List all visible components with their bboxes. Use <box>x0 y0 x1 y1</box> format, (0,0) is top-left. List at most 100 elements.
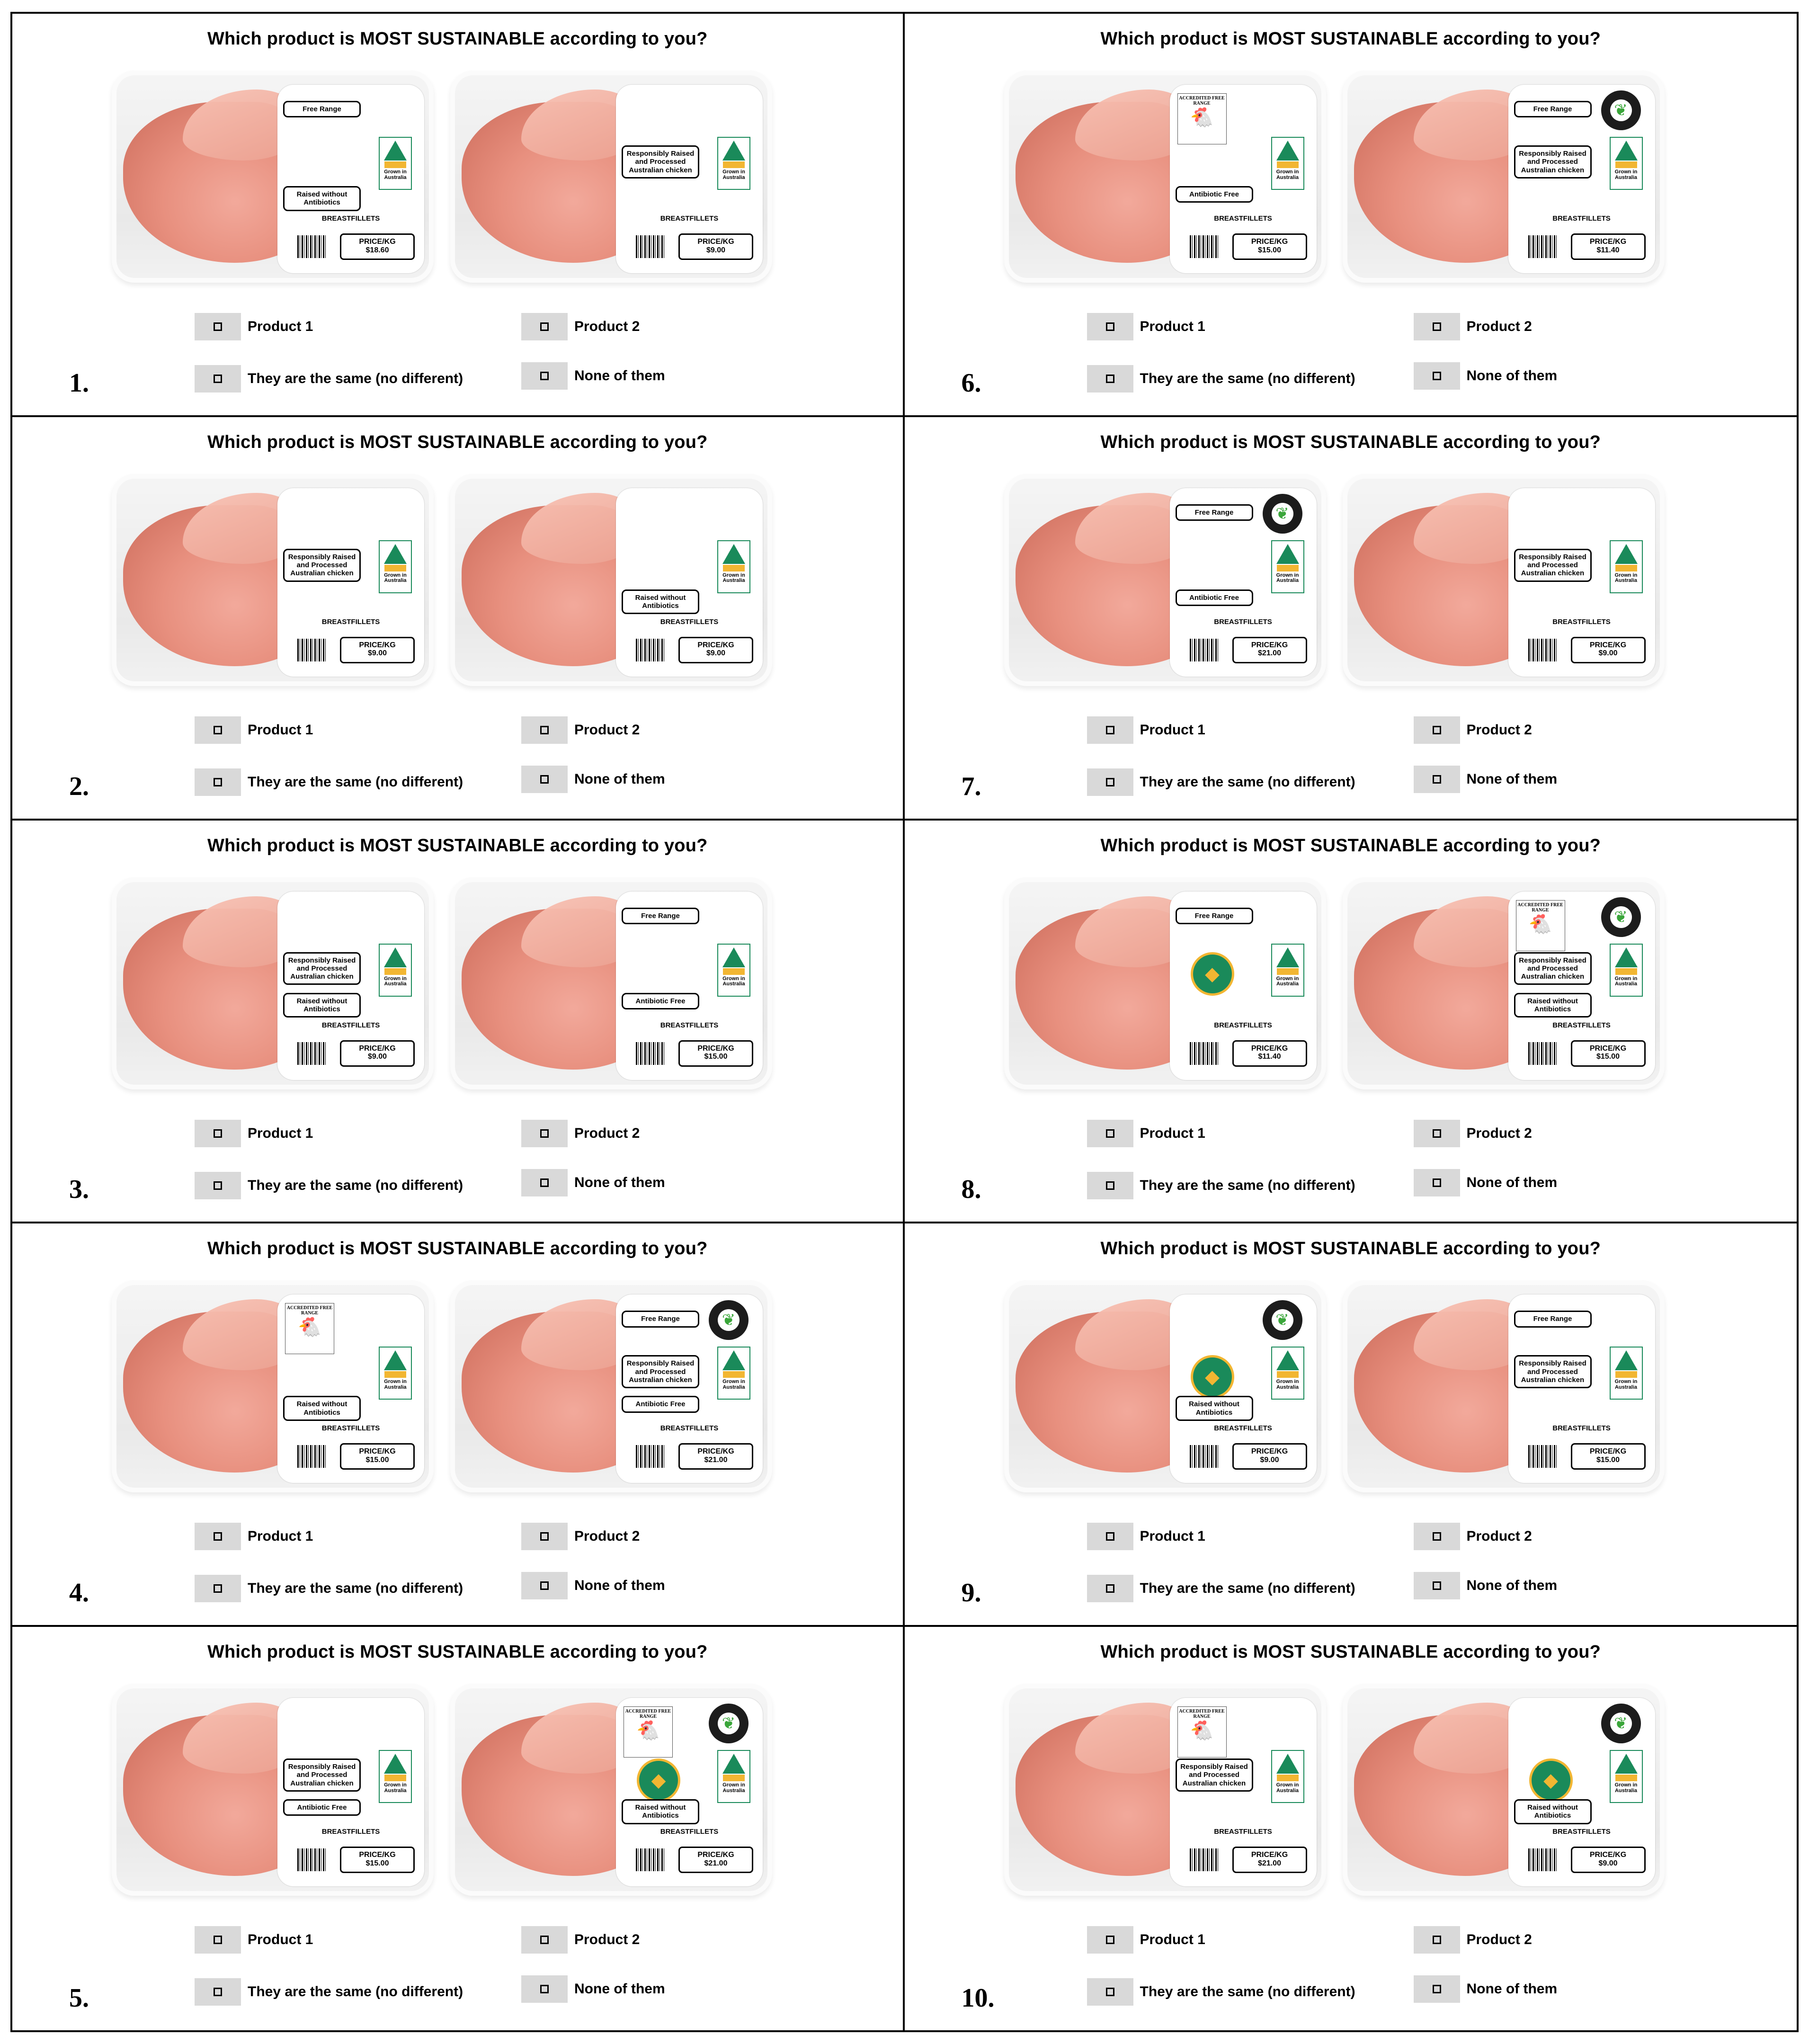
checkbox[interactable] <box>1413 1523 1460 1551</box>
option-none[interactable]: None of them <box>521 1169 665 1196</box>
barcode <box>1528 235 1557 258</box>
option-none[interactable]: None of them <box>1413 1975 1558 2003</box>
option-product-1[interactable]: Product 1 <box>1087 1523 1205 1551</box>
accredited-free-range-logo: ACCREDITED FREE RANGE 🐔 <box>285 1303 334 1355</box>
checkbox[interactable] <box>1413 313 1460 340</box>
option-same[interactable]: They are the same (no different) <box>1087 768 1355 796</box>
option-product-2[interactable]: Product 2 <box>1413 313 1532 340</box>
option-none[interactable]: None of them <box>521 765 665 793</box>
option-product-2[interactable]: Product 2 <box>521 1926 640 1954</box>
checkbox[interactable] <box>195 1523 241 1551</box>
checkbox[interactable] <box>1087 313 1133 340</box>
kangaroo-triangle-icon <box>722 947 745 967</box>
gold-bar <box>1276 968 1299 975</box>
checkbox[interactable] <box>195 365 241 393</box>
option-product-1[interactable]: Product 1 <box>195 1523 313 1551</box>
kangaroo-triangle-icon <box>384 141 407 161</box>
option-product-2[interactable]: Product 2 <box>521 716 640 744</box>
checkbox[interactable] <box>1087 716 1133 744</box>
checkbox[interactable] <box>1087 1523 1133 1551</box>
checkbox[interactable] <box>1413 1975 1460 2003</box>
option-same[interactable]: They are the same (no different) <box>1087 1171 1355 1199</box>
option-same[interactable]: They are the same (no different) <box>1087 365 1355 393</box>
checkbox[interactable] <box>521 1169 568 1196</box>
grown-in-text: Grown in Australia <box>1276 1782 1299 1794</box>
checkbox[interactable] <box>521 1523 568 1551</box>
checkbox[interactable] <box>1413 765 1460 793</box>
option-same[interactable]: They are the same (no different) <box>1087 1575 1355 1603</box>
question-text: Which product is MOST SUSTAINABLE accord… <box>1100 29 1601 49</box>
checkbox[interactable] <box>195 1119 241 1147</box>
option-label: None of them <box>574 1174 665 1190</box>
option-label: None of them <box>1466 1981 1558 1997</box>
checkbox[interactable] <box>195 1926 241 1954</box>
free-range-seal-icon: ❦ <box>1601 1704 1641 1744</box>
option-product-1[interactable]: Product 1 <box>1087 1926 1205 1954</box>
checkbox[interactable] <box>1413 1119 1460 1147</box>
checkbox[interactable] <box>521 1572 568 1600</box>
option-product-1[interactable]: Product 1 <box>195 716 313 744</box>
checkbox[interactable] <box>1087 768 1133 796</box>
option-same[interactable]: They are the same (no different) <box>195 1978 463 2006</box>
option-none[interactable]: None of them <box>1413 362 1557 390</box>
label-claim: Responsibly Raised and Processed Austral… <box>1514 548 1592 582</box>
option-product-1[interactable]: Product 1 <box>195 1926 313 1954</box>
checkbox[interactable] <box>195 313 241 340</box>
checkbox[interactable] <box>195 1171 241 1199</box>
option-none[interactable]: None of them <box>521 362 665 390</box>
checkbox[interactable] <box>1413 1169 1460 1196</box>
checkbox[interactable] <box>195 1978 241 2006</box>
product-type-text: BREASTFILLETS <box>321 214 380 223</box>
option-product-1[interactable]: Product 1 <box>195 1119 313 1147</box>
checkbox[interactable] <box>521 362 568 390</box>
option-label: None of them <box>574 771 665 787</box>
option-none[interactable]: None of them <box>1413 1572 1557 1600</box>
option-product-2[interactable]: Product 2 <box>521 1119 640 1147</box>
option-product-2[interactable]: Product 2 <box>1413 1119 1532 1147</box>
checkbox[interactable] <box>195 1575 241 1603</box>
price-label: PRICE/KG <box>359 238 396 246</box>
option-product-2[interactable]: Product 2 <box>521 1523 640 1551</box>
checkbox[interactable] <box>521 1926 568 1954</box>
option-product-1[interactable]: Product 1 <box>1087 1119 1205 1147</box>
option-none[interactable]: None of them <box>521 1975 665 2003</box>
label-claim: Free Range <box>1175 504 1253 521</box>
option-product-2[interactable]: Product 2 <box>1413 1926 1532 1954</box>
option-same[interactable]: They are the same (no different) <box>195 1171 463 1199</box>
checkbox[interactable] <box>1087 1926 1133 1954</box>
option-same[interactable]: They are the same (no different) <box>195 365 463 393</box>
option-same[interactable]: They are the same (no different) <box>195 768 463 796</box>
checkbox[interactable] <box>1087 365 1133 393</box>
checkbox[interactable] <box>1413 716 1460 744</box>
checkbox[interactable] <box>1087 1119 1133 1147</box>
price-value: $9.00 <box>1260 1455 1279 1464</box>
option-product-1[interactable]: Product 1 <box>1087 313 1205 340</box>
checkbox[interactable] <box>521 765 568 793</box>
option-none[interactable]: None of them <box>1413 765 1557 793</box>
price-label: PRICE/KG <box>1589 238 1627 246</box>
checkbox[interactable] <box>1413 1926 1460 1954</box>
checkbox[interactable] <box>521 313 568 340</box>
checkbox[interactable] <box>521 1975 568 2003</box>
grown-in-australia-icon: Grown in Australia <box>1609 540 1643 593</box>
option-product-1[interactable]: Product 1 <box>1087 716 1205 744</box>
checkbox[interactable] <box>195 716 241 744</box>
checkbox[interactable] <box>195 768 241 796</box>
checkbox[interactable] <box>1087 1171 1133 1199</box>
checkbox[interactable] <box>521 1119 568 1147</box>
checkbox[interactable] <box>1413 1572 1460 1600</box>
option-none[interactable]: None of them <box>1413 1169 1557 1196</box>
label-claim: Responsibly Raised and Processed Austral… <box>283 952 361 985</box>
checkbox[interactable] <box>1413 362 1460 390</box>
checkbox[interactable] <box>521 716 568 744</box>
option-same[interactable]: They are the same (no different) <box>195 1575 463 1603</box>
checkbox[interactable] <box>1087 1575 1133 1603</box>
option-none[interactable]: None of them <box>521 1572 665 1600</box>
option-product-1[interactable]: Product 1 <box>195 313 313 340</box>
option-product-2[interactable]: Product 2 <box>1413 716 1532 744</box>
gold-bar <box>384 161 406 168</box>
checkbox[interactable] <box>1087 1978 1133 2006</box>
option-product-2[interactable]: Product 2 <box>1413 1523 1532 1551</box>
option-same[interactable]: They are the same (no different) <box>1087 1978 1355 2006</box>
option-product-2[interactable]: Product 2 <box>521 313 640 340</box>
